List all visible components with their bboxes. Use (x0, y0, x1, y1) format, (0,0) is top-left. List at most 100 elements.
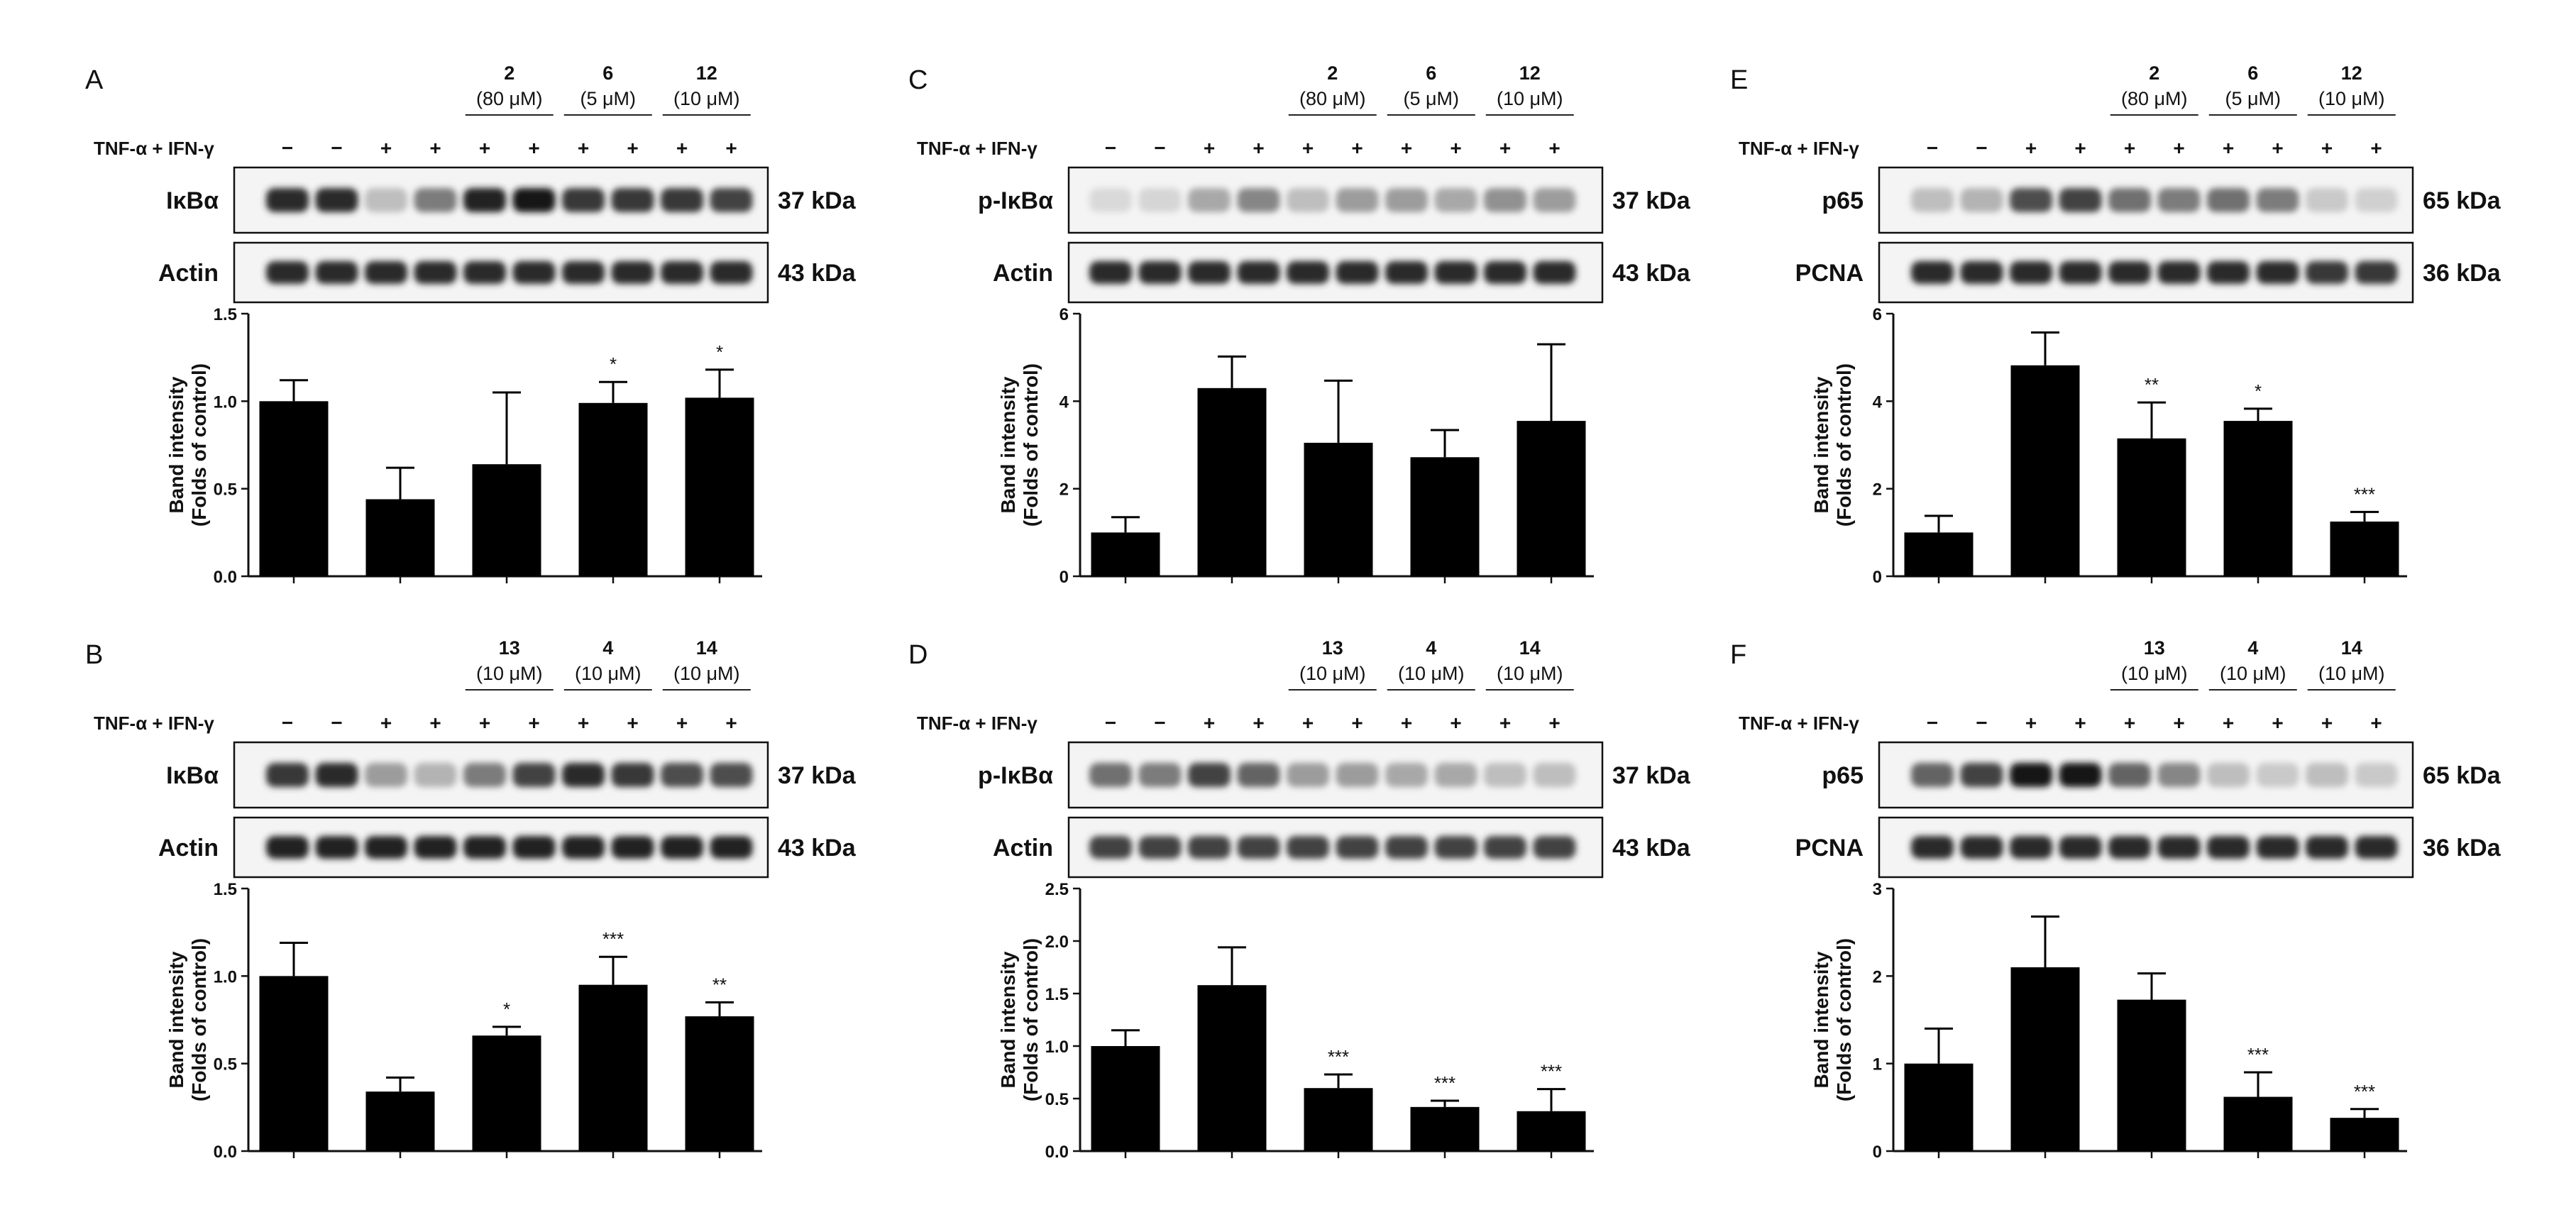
compound-label: 6 (2247, 62, 2258, 84)
bar (578, 984, 648, 1151)
treatment-sign: + (2173, 712, 2184, 734)
blot-band (365, 836, 407, 859)
dose-label: (5 μM) (580, 88, 636, 109)
panel-letter: C (908, 65, 928, 95)
panel-c: C 2 (80 μM) 6 (5 μM) 12 (10 μM) TNF-α + IFN-γ − −… (908, 62, 1691, 587)
dose-label: (80 μM) (2121, 88, 2188, 109)
treatment-sign: + (2223, 137, 2234, 159)
protein-label: Actin (993, 835, 1053, 862)
y-tick-label: 4 (1059, 392, 1069, 412)
bar-chart: 0 1 2 3 Band intensity (Folds of control) *** *… (1810, 880, 2407, 1162)
dose-label: (5 μM) (1403, 88, 1459, 109)
blot-band (611, 188, 654, 212)
blot-band (1089, 188, 1132, 212)
blot-band (2207, 261, 2250, 284)
blot-target: IκBα 37 kDa (166, 166, 857, 234)
blot-band (1138, 188, 1182, 212)
significance-mark: ** (712, 974, 727, 995)
treatment-sign: + (676, 712, 688, 734)
y-tick-label: 6 (1059, 305, 1069, 324)
bar (1304, 1088, 1373, 1151)
blot-band (661, 763, 703, 787)
treatment-sign: + (2370, 137, 2382, 159)
bar (1904, 1063, 1974, 1151)
y-tick-label: 0 (1873, 1143, 1882, 1162)
blot-band (1138, 261, 1182, 284)
protein-label: PCNA (1795, 835, 1864, 862)
blot-band (2207, 763, 2250, 787)
treatment-sign: + (627, 712, 638, 734)
blot-band (266, 836, 309, 859)
treatment-sign: + (1302, 137, 1314, 159)
blot-band (315, 836, 358, 859)
blot-lanes (1089, 188, 1576, 212)
blot-band (1336, 836, 1379, 859)
treatment-sign: + (1401, 137, 1412, 159)
dose-label: (80 μM) (1299, 88, 1366, 109)
treatment-sign: + (1401, 712, 1412, 734)
blot-band (2059, 188, 2102, 212)
dose-label: (10 μM) (2220, 663, 2286, 684)
treatment-sign: + (676, 137, 688, 159)
treatment-sign: − (1976, 137, 1987, 159)
dose-label: (10 μM) (1398, 663, 1465, 684)
treatment-sign: + (1499, 137, 1511, 159)
blot-loading-control: PCNA 36 kDa (1795, 816, 2501, 879)
blot-band (2157, 188, 2201, 212)
blot-lanes (266, 836, 753, 859)
blot-band (2157, 836, 2201, 859)
blot-band (2256, 836, 2299, 859)
y-tick-label: 0.5 (1045, 1090, 1069, 1109)
treatment-sign: + (1204, 712, 1215, 734)
blot-band (1188, 188, 1231, 212)
blot-lanes (1911, 261, 2398, 284)
blot-band (2306, 763, 2348, 787)
treatment-sign: + (2272, 712, 2283, 734)
blot-band (1960, 261, 2003, 284)
blot-band (1089, 836, 1132, 859)
treatment-sign: + (479, 137, 490, 159)
blot-band (414, 188, 457, 212)
treatment-sign: + (2321, 712, 2333, 734)
compound-label: 2 (2149, 62, 2159, 84)
treatment-sign: + (1302, 712, 1314, 734)
blot-band (1336, 261, 1379, 284)
blot-band (1484, 763, 1526, 787)
blot-band (1237, 836, 1280, 859)
y-tick-label: 1.5 (1045, 985, 1069, 1004)
bar (1197, 985, 1267, 1151)
treatment-sign: + (578, 137, 589, 159)
blot-band (2306, 836, 2348, 859)
blot-lanes (266, 188, 753, 212)
blot-target: p65 65 kDa (1822, 741, 2501, 809)
y-tick-label: 2.5 (1045, 880, 1069, 899)
blot-band (1287, 836, 1329, 859)
kda-label: 65 kDa (2423, 762, 2501, 789)
bar (1517, 421, 1586, 576)
treatment-sign: + (1204, 137, 1215, 159)
blot-band (562, 188, 605, 212)
dose-label: (10 μM) (1497, 663, 1563, 684)
treatment-sign: − (282, 712, 293, 734)
treatment-sign: + (2025, 712, 2037, 734)
blot-band (1434, 188, 1477, 212)
y-axis-label: Band intensity (165, 951, 187, 1088)
blot-band (710, 836, 753, 859)
blot-band (2355, 188, 2398, 212)
blot-band (414, 836, 457, 859)
blot-band (463, 188, 506, 212)
bar (1197, 387, 1267, 576)
blot-band (2010, 763, 2052, 787)
treatment-sign: + (1548, 712, 1560, 734)
treatment-sign: + (380, 137, 392, 159)
blot-band (2256, 763, 2299, 787)
y-axis-label: (Folds of control) (1020, 938, 1042, 1101)
compound-label: 4 (602, 637, 613, 659)
significance-mark: *** (2354, 1081, 2375, 1102)
bar (2010, 365, 2080, 576)
compound-label: 13 (499, 637, 520, 659)
bar-chart: 0.0 0.5 1.0 1.5 Band intensity (Folds of cont… (165, 305, 762, 587)
treatment-sign: − (1927, 712, 1938, 734)
treatment-sign: + (528, 712, 539, 734)
